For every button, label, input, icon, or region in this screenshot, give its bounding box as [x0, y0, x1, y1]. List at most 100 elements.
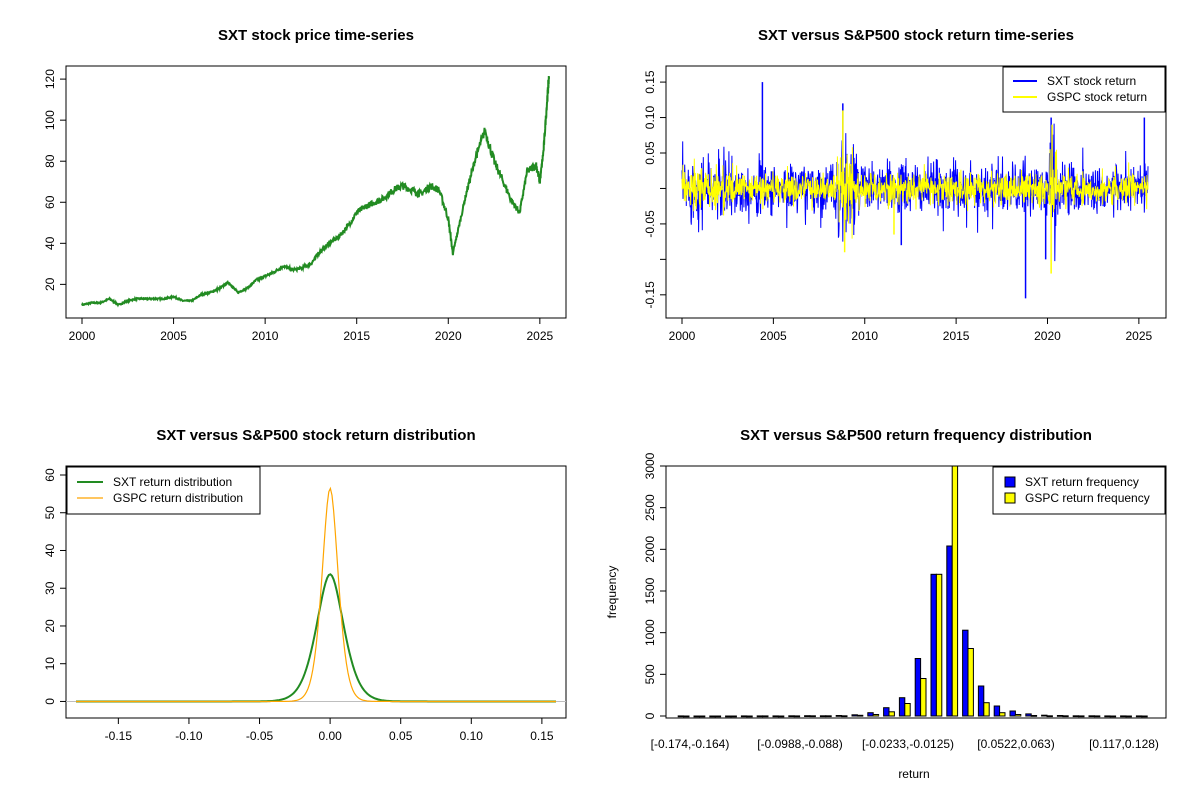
chart4-bar-gspc [1078, 715, 1085, 718]
chart4-legend-label: GSPC return frequency [1025, 491, 1150, 505]
chart4-xlabel: return [898, 767, 929, 781]
chart4-bar-sxt [772, 715, 779, 718]
chart4-x-category-label: [-0.0988,-0.088) [757, 737, 842, 751]
chart4-bar-sxt [1104, 715, 1111, 718]
chart4-bar-sxt [804, 715, 811, 718]
chart4-bar-gspc [841, 715, 848, 718]
chart4-bar-gspc [856, 714, 864, 717]
chart4-bar-sxt [1120, 715, 1127, 718]
chart2-y-tick-label: 0.05 [643, 141, 657, 165]
chart4-bar-sxt [788, 715, 795, 718]
chart3-y-tick-label: 60 [43, 468, 57, 482]
chart4-bar-gspc [999, 712, 1006, 717]
chart4-bar-gspc [888, 711, 895, 717]
chart4-bar-gspc [967, 648, 974, 717]
chart3-series-sxt-density [76, 573, 556, 703]
chart4-bar-gspc [983, 702, 990, 717]
chart1-y-tick-label: 100 [43, 110, 57, 130]
chart4-bar-gspc [793, 715, 801, 718]
chart3-y-tick-label: 20 [43, 619, 57, 633]
chart2-legend-label: GSPC stock return [1047, 90, 1147, 104]
chart4-bar-sxt [725, 715, 732, 718]
chart4-bar-gspc [1093, 715, 1101, 718]
chart4-bar-gspc [714, 715, 722, 718]
chart1-x-tick-label: 2025 [526, 329, 553, 343]
chart4-bar-sxt [709, 715, 716, 718]
chart4-bar-sxt [977, 685, 985, 717]
chart4-bar-gspc [1062, 715, 1069, 718]
chart3-y-tick-label: 10 [43, 657, 57, 671]
chart1-y-tick-label: 20 [43, 277, 57, 291]
chart4-legend-label: SXT return frequency [1025, 475, 1139, 489]
chart4-bar-gspc [1030, 715, 1038, 717]
chart4-y-tick-label: 1000 [643, 619, 657, 646]
chart4-bar-sxt [962, 629, 969, 717]
chart4-bar-gspc [920, 678, 927, 717]
chart2-x-tick-label: 2010 [851, 329, 878, 343]
chart2-y-tick-label: 0.15 [643, 70, 657, 94]
chart2-x-tick-label: 2020 [1034, 329, 1061, 343]
chart4-bar-sxt [851, 714, 858, 717]
chart1-x-tick-label: 2005 [160, 329, 187, 343]
chart4-bar-sxt [867, 712, 874, 717]
chart3-legend-label: GSPC return distribution [113, 491, 243, 505]
chart2-y-tick-label: -0.15 [643, 281, 657, 309]
chart4-legend-box [992, 466, 1166, 515]
chart4-bar-sxt [1072, 715, 1080, 718]
chart3-legend-label: SXT return distribution [113, 475, 232, 489]
chart4-bar-sxt [1056, 715, 1064, 717]
chart4-bar-gspc [872, 714, 880, 717]
chart4-bar-sxt [930, 573, 937, 717]
chart2-x-tick-label: 2015 [943, 329, 970, 343]
chart3-y-tick-label: 50 [43, 506, 57, 520]
chart4-legend-swatch [1004, 492, 1016, 504]
chart2-legend-label: SXT stock return [1047, 74, 1136, 88]
chart1-x-tick-label: 2015 [343, 329, 370, 343]
chart4-bar-sxt [946, 545, 953, 717]
chart4-bar-sxt [914, 658, 922, 717]
chart1-series-price-line [81, 75, 550, 308]
chart4-x-category-label: [0.0522,0.063) [977, 737, 1054, 751]
chart4-bar-sxt [677, 715, 685, 718]
chart4-bar-sxt [740, 715, 748, 718]
chart3-y-tick-label: 40 [43, 543, 57, 557]
chart4-title: SXT versus S&P500 return frequency distr… [740, 427, 1092, 444]
chart4-y-tick-label: 0 [643, 712, 657, 719]
chart3-series-gspc-density [76, 486, 556, 703]
chart3-x-tick-label: 0.05 [389, 729, 413, 743]
chart4-legend-swatch [1004, 476, 1016, 488]
chart3-x-tick-label: -0.10 [175, 729, 203, 743]
chart2-x-tick-label: 2025 [1126, 329, 1153, 343]
chart4-bar-sxt [819, 715, 827, 718]
chart4-bar-gspc [762, 715, 769, 718]
chart2-x-tick-label: 2000 [669, 329, 696, 343]
chart4-bar-gspc [825, 715, 832, 718]
chart4-bar-gspc [951, 465, 959, 717]
chart4-y-tick-label: 3000 [643, 452, 657, 479]
chart4-y-tick-label: 2000 [643, 536, 657, 563]
chart1-y-tick-label: 80 [43, 154, 57, 168]
chart1-title: SXT stock price time-series [218, 27, 414, 44]
chart4-bar-sxt [1009, 710, 1016, 717]
chart4-y-tick-label: 500 [643, 664, 657, 684]
chart2-title: SXT versus S&P500 stock return time-seri… [758, 27, 1074, 44]
chart1-x-tick-label: 2000 [69, 329, 96, 343]
chart4-y-tick-label: 1500 [643, 577, 657, 604]
chart2-legend-box [1002, 66, 1166, 113]
chart4-x-category-label: [0.117,0.128) [1089, 737, 1159, 751]
chart3-legend-box [66, 466, 261, 515]
chart4-bar-sxt [1041, 714, 1048, 717]
chart4-bar-sxt [835, 715, 843, 717]
chart3-x-tick-label: 0.00 [318, 729, 342, 743]
chart3-x-tick-label: -0.05 [246, 729, 274, 743]
chart4-bar-gspc [809, 715, 816, 718]
chart1-y-tick-label: 120 [43, 69, 57, 89]
chart4-bar-sxt [993, 705, 1001, 717]
chart4-bar-gspc [1046, 715, 1053, 718]
chart2-y-tick-label: 0.10 [643, 106, 657, 130]
chart4-x-category-label: [-0.174,-0.164) [651, 737, 730, 751]
chart4-bar-sxt [898, 697, 906, 717]
chart4-bar-sxt [1025, 713, 1032, 717]
